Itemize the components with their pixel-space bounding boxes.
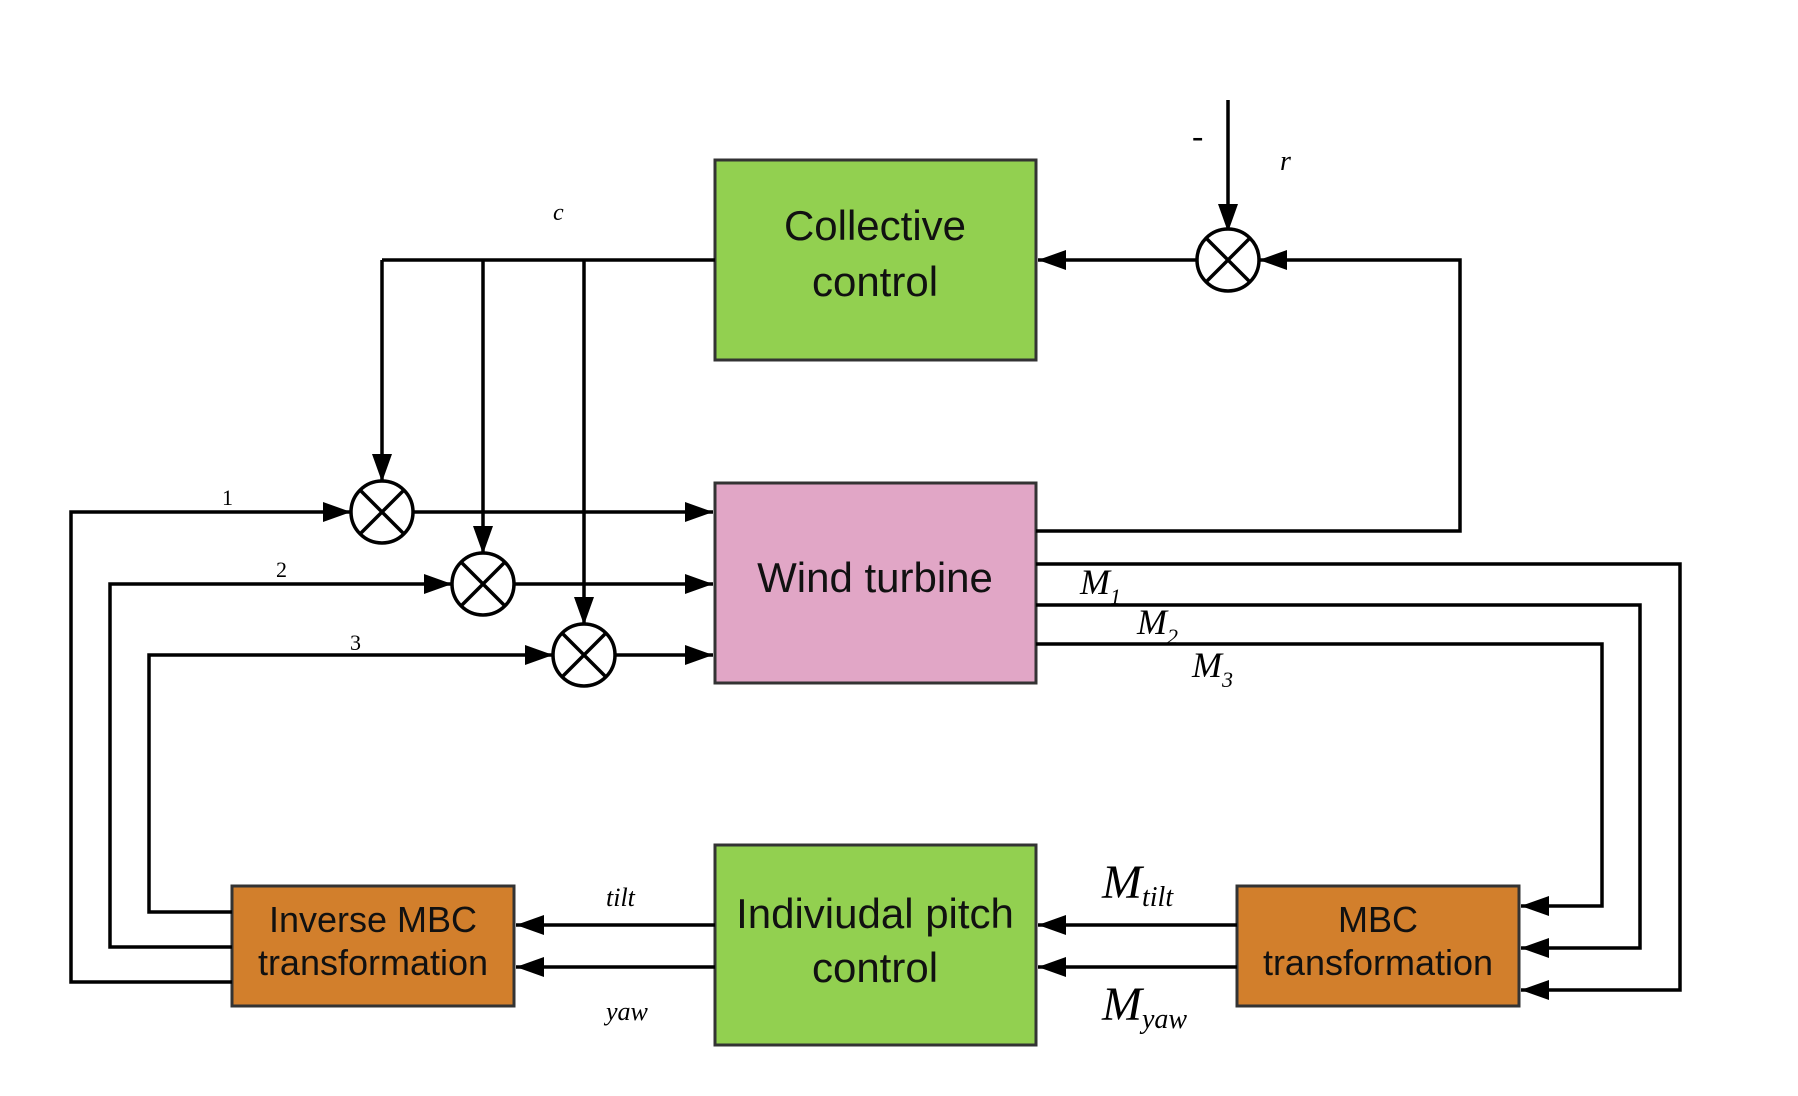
m2-wire	[1036, 603, 1642, 958]
mbc-box	[1235, 884, 1521, 1008]
summing-junction-blade-3	[551, 622, 617, 688]
summing-junction-reference	[1195, 227, 1261, 293]
collective-control-label-line2: control	[812, 258, 938, 305]
collective-control-block: Collective control	[713, 158, 1038, 362]
individual-pitch-control-block: Indiviudal pitch control	[713, 843, 1038, 1047]
blade-1-label: 1	[222, 485, 233, 510]
individual-pitch-control-label-line1: Indiviudal pitch	[736, 890, 1014, 937]
blade-2-label: 2	[276, 557, 287, 582]
m-tilt-label: Mtilt	[1101, 856, 1174, 913]
inverse-mbc-label-line1: Inverse MBC	[269, 899, 477, 940]
m3-label: M3	[1191, 645, 1233, 692]
minus-sign-label: -	[1192, 118, 1203, 155]
wind-turbine-box	[713, 481, 1038, 685]
yaw-label: yaw	[603, 997, 649, 1026]
tilt-label: tilt	[606, 883, 636, 912]
blade-2-feedback-wire	[108, 574, 452, 949]
wires	[69, 100, 1682, 1000]
inverse-mbc-label-line2: transformation	[258, 942, 488, 983]
collective-c-label: c	[553, 200, 564, 226]
mbc-label-line2: transformation	[1263, 942, 1493, 983]
summing-junction-blade-1	[349, 479, 415, 545]
individual-pitch-control-label-line2: control	[812, 944, 938, 991]
m2-label: M2	[1136, 602, 1178, 649]
m1-wire	[1036, 562, 1682, 1000]
individual-pitch-control-box	[713, 843, 1038, 1047]
summing-junction-blade-2	[450, 551, 516, 617]
wind-turbine-label: Wind turbine	[757, 554, 993, 601]
wind-turbine-block: Wind turbine	[713, 481, 1038, 685]
inverse-mbc-block: Inverse MBC transformation	[230, 884, 516, 1008]
collective-control-box	[713, 158, 1038, 362]
collective-control-label-line1: Collective	[784, 202, 966, 249]
m-yaw-label: Myaw	[1101, 978, 1187, 1035]
mbc-block: MBC transformation	[1235, 884, 1521, 1008]
blade-3-label: 3	[350, 630, 361, 655]
m1-label: M1	[1079, 562, 1121, 609]
inverse-mbc-box	[230, 884, 516, 1008]
blade-1-feedback-wire	[69, 502, 351, 984]
speed-feedback-wire	[1036, 250, 1462, 533]
reference-r-label: r	[1280, 146, 1291, 177]
m3-wire	[1036, 642, 1604, 916]
blade-3-feedback-wire	[147, 645, 553, 914]
mbc-label-line1: MBC	[1338, 899, 1418, 940]
